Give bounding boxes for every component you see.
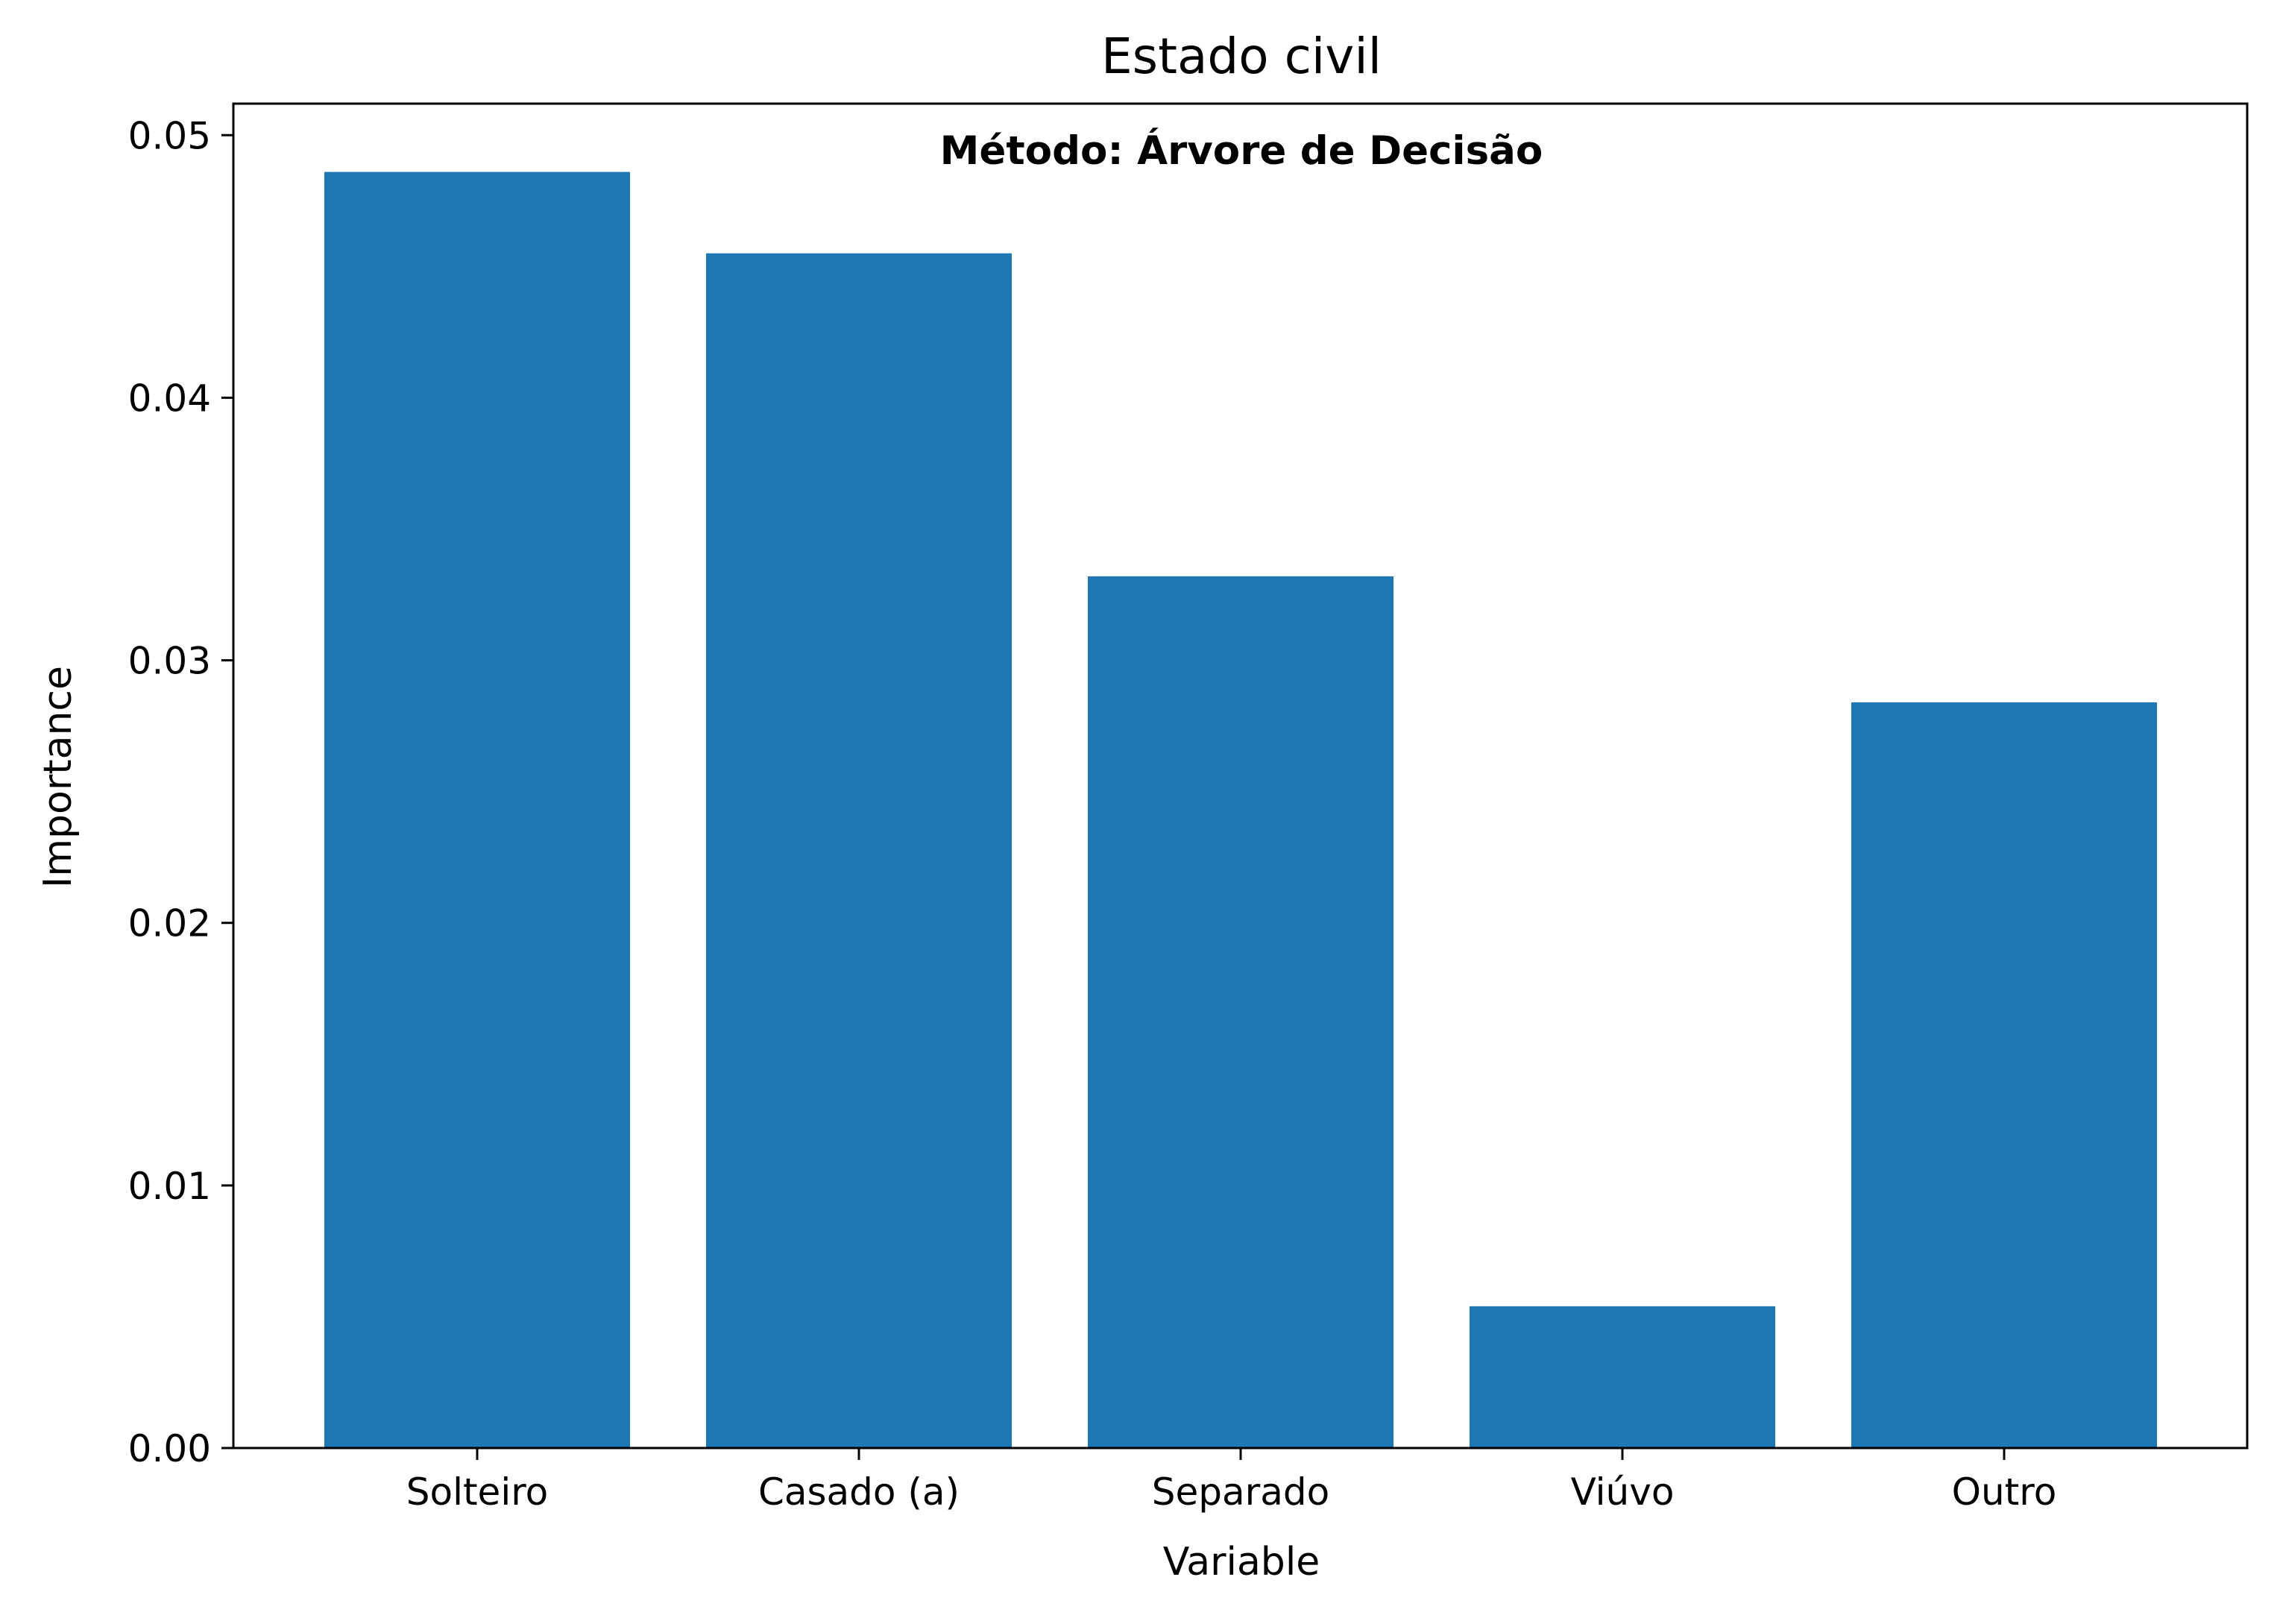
bar-separado xyxy=(1088,576,1393,1448)
bar-viúvo xyxy=(1470,1306,1775,1448)
y-tick-label: 0.05 xyxy=(128,114,211,157)
bars-group xyxy=(324,171,2157,1448)
bar-solteiro xyxy=(324,171,630,1448)
y-tick-label: 0.03 xyxy=(128,640,211,683)
y-tick-label: 0.02 xyxy=(128,902,211,945)
chart-annotation: Método: Árvore de Decisão xyxy=(940,127,1543,174)
y-axis-ticks: 0.00 0.01 0.02 0.03 0.04 0.05 xyxy=(128,114,233,1470)
y-tick-label: 0.01 xyxy=(128,1165,211,1208)
x-tick-label: Viúvo xyxy=(1571,1470,1675,1514)
chart-title: Estado civil xyxy=(1101,28,1382,85)
x-tick-label: Separado xyxy=(1152,1470,1329,1514)
y-tick-label: 0.04 xyxy=(128,377,211,420)
plot-frame xyxy=(232,102,2249,1450)
x-axis-ticks: Solteiro Casado (a) Separado Viúvo Outro xyxy=(406,1448,2057,1514)
bar-casado-a xyxy=(706,253,1012,1448)
x-tick-label: Casado (a) xyxy=(758,1470,960,1514)
y-axis-label: Importance xyxy=(36,666,81,888)
x-tick-label: Outro xyxy=(1952,1470,2057,1514)
x-tick-label: Solteiro xyxy=(406,1470,549,1514)
x-axis-label: Variable xyxy=(1163,1540,1320,1584)
y-tick-label: 0.00 xyxy=(128,1427,211,1470)
bar-outro xyxy=(1851,702,2157,1448)
